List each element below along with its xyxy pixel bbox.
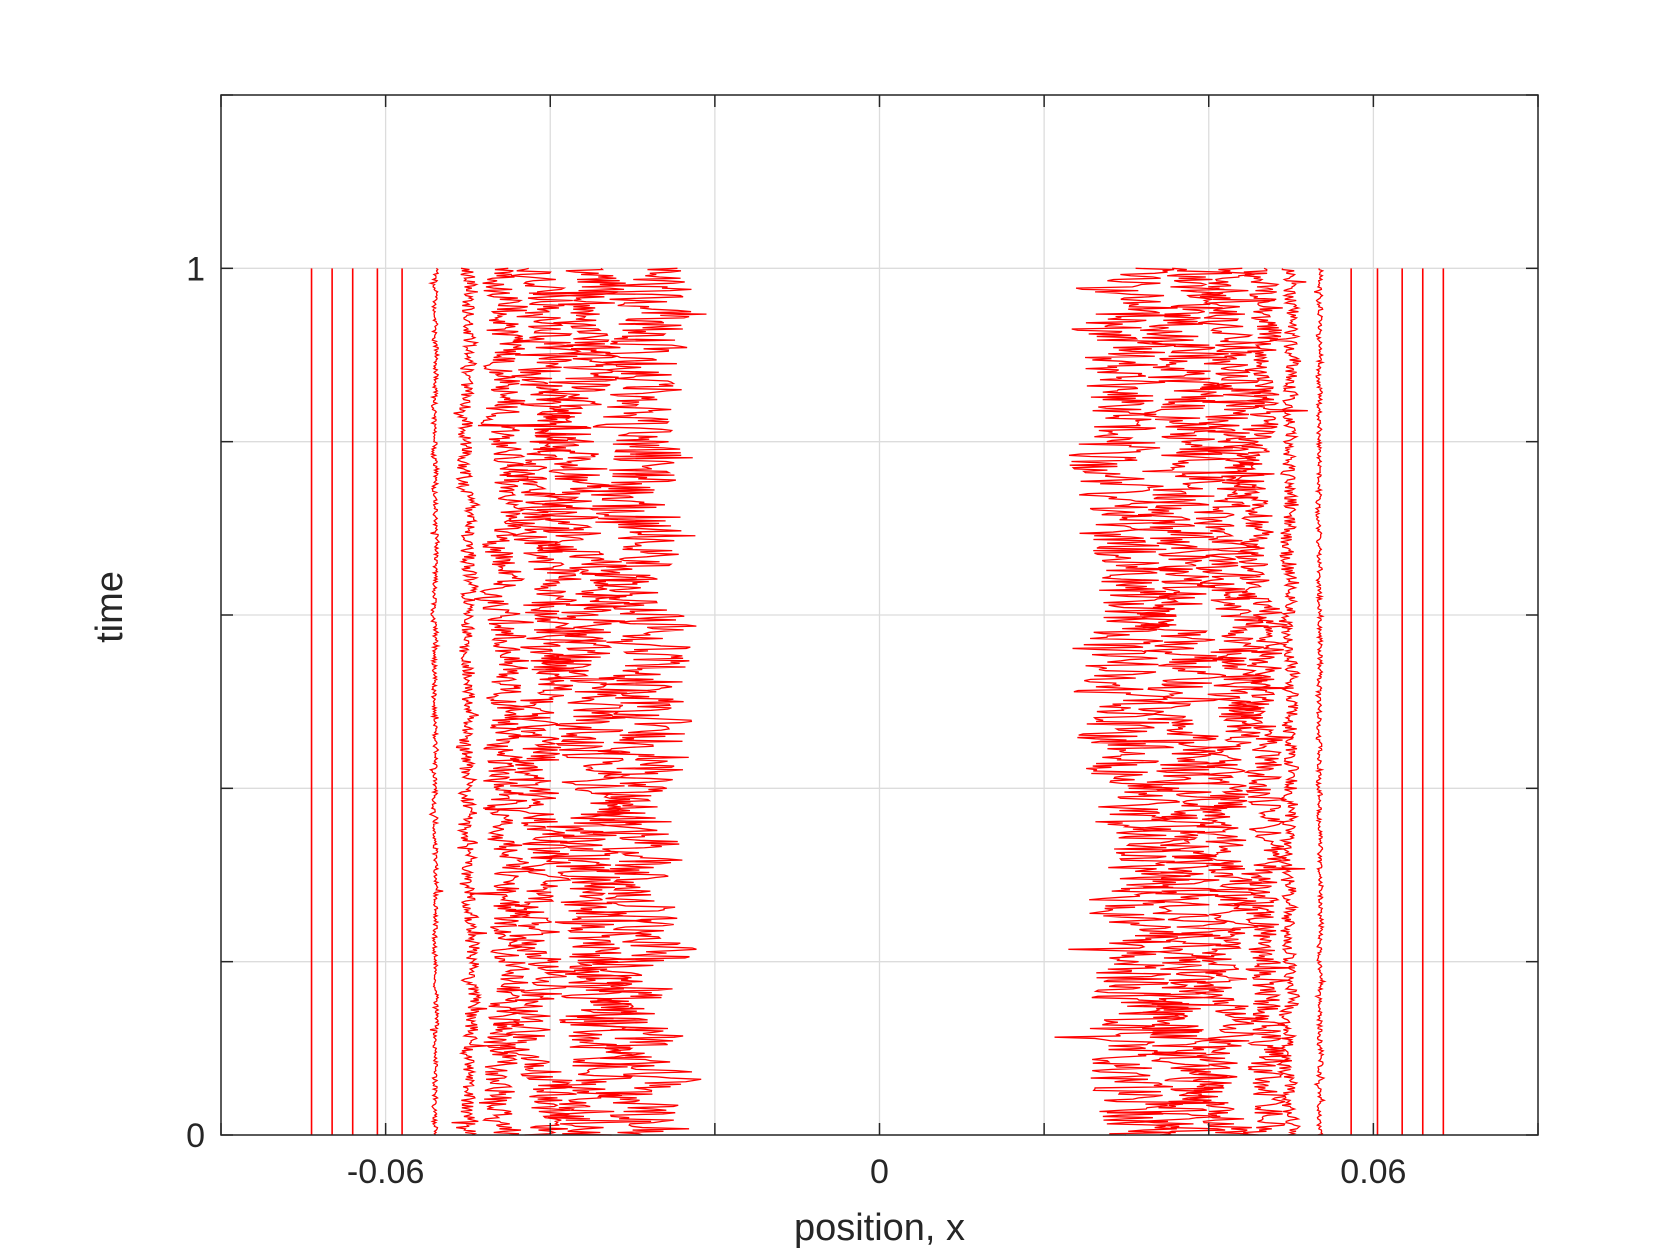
- x-axis-label: position, x: [794, 1207, 965, 1249]
- series-trace-6: [428, 267, 444, 1136]
- series-trace-10: [477, 267, 677, 1136]
- series-trace-7: [451, 267, 488, 1136]
- series-trace-11: [528, 267, 707, 1136]
- tick-labels: -0.06 0 0.06 0 1: [186, 250, 1406, 1191]
- tick-marks: [220, 94, 1539, 1136]
- x-tick-label: 0: [870, 1153, 889, 1191]
- y-tick-label: 0: [186, 1117, 205, 1155]
- series-trace-12: [1054, 267, 1229, 1136]
- plot-series-group: [310, 267, 1445, 1136]
- series-trace-16: [1269, 268, 1307, 1136]
- x-tick-label: 0.06: [1340, 1153, 1406, 1191]
- series-trace-9: [484, 267, 607, 1136]
- series-trace-14: [1172, 267, 1294, 1136]
- series-trace-17: [1313, 268, 1327, 1136]
- y-tick-label: 1: [186, 250, 205, 288]
- series-trace-8: [469, 267, 546, 1136]
- y-axis-label: time: [89, 571, 131, 643]
- series-trace-15: [1206, 267, 1308, 1136]
- series-trace-13: [1100, 267, 1241, 1136]
- x-tick-label: -0.06: [347, 1153, 425, 1191]
